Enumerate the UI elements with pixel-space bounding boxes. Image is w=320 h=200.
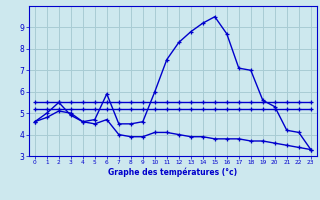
X-axis label: Graphe des températures (°c): Graphe des températures (°c)	[108, 168, 237, 177]
